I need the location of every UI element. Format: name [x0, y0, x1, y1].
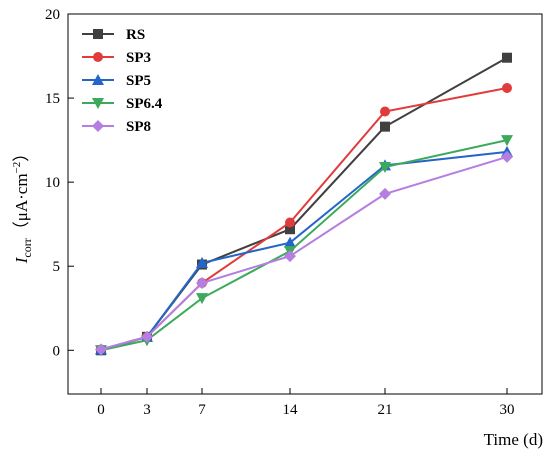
legend-swatch-marker — [92, 98, 104, 109]
x-tick-label: 14 — [283, 402, 299, 418]
legend-label: RS — [126, 27, 145, 43]
legend-label: SP3 — [126, 50, 151, 66]
y-tick-label: 0 — [53, 343, 61, 359]
legend-label: SP8 — [126, 119, 151, 135]
series-layer — [95, 52, 513, 357]
y-tick-label: 5 — [53, 259, 61, 275]
data-point-sp6-4 — [196, 293, 208, 305]
data-point-sp3 — [502, 82, 512, 93]
y-axis-title-sup: −2 — [11, 162, 23, 174]
legend-label: SP6.4 — [126, 96, 163, 112]
legend-item-sp5: SP5 — [82, 73, 151, 89]
legend: RS SP3 SP5 SP6.4 SP8 — [82, 27, 163, 135]
y-axis-title-unit: μA·cm — [12, 173, 31, 221]
y-tick-label: 15 — [45, 91, 60, 107]
y-tick-label: 10 — [45, 175, 60, 191]
series-line-sp8 — [100, 155, 508, 351]
data-point-rs — [380, 121, 390, 132]
data-point-sp8 — [284, 250, 296, 263]
plot-frame — [67, 13, 543, 395]
x-axis-title: Time (d) — [484, 430, 543, 449]
y-axis-title: Icorr（μA·cm−2） — [11, 145, 34, 265]
data-point-sp6-4 — [501, 135, 513, 147]
data-point-rs — [502, 52, 512, 63]
series-line-sp5 — [100, 150, 508, 351]
series-sp5 — [95, 145, 513, 355]
data-point-sp8 — [196, 277, 208, 290]
data-point-sp5 — [196, 256, 208, 268]
series-line-sp6-4 — [100, 139, 508, 352]
y-axis-ticks: 0 5 10 15 20 — [45, 7, 74, 359]
data-point-sp8 — [141, 330, 153, 343]
legend-swatch-marker — [93, 52, 103, 62]
series-sp8 — [95, 150, 513, 356]
x-tick-label: 30 — [500, 402, 515, 418]
series-sp3 — [96, 82, 512, 355]
x-tick-label: 0 — [97, 402, 105, 418]
data-point-sp8 — [95, 343, 107, 356]
x-tick-label: 21 — [378, 402, 393, 418]
x-tick-label: 3 — [143, 402, 151, 418]
y-axis-title-paren-open: （ — [12, 221, 31, 238]
data-point-sp5 — [284, 236, 296, 248]
y-axis-title-main: I — [12, 256, 31, 264]
legend-swatch-marker — [92, 74, 104, 85]
legend-label: SP5 — [126, 73, 151, 89]
legend-item-rs: RS — [82, 27, 145, 43]
x-axis-ticks: 0 3 7 14 21 30 — [97, 388, 515, 418]
y-tick-label: 20 — [45, 7, 60, 23]
legend-item-sp3: SP3 — [82, 50, 151, 66]
data-point-sp3 — [380, 106, 390, 117]
legend-swatch-marker — [93, 29, 103, 39]
data-point-sp8 — [379, 187, 391, 200]
data-point-sp3 — [285, 217, 295, 228]
data-point-sp8 — [501, 150, 513, 163]
data-point-rs — [285, 224, 295, 235]
legend-item-sp8: SP8 — [82, 119, 151, 135]
legend-swatch-marker — [92, 120, 104, 132]
y-axis-title-paren-close: ） — [12, 145, 31, 162]
data-point-sp6-4 — [379, 162, 391, 174]
legend-item-sp6-4: SP6.4 — [82, 96, 163, 112]
x-tick-label: 7 — [198, 402, 206, 418]
y-axis-title-sub: corr — [20, 238, 34, 257]
series-line-sp3 — [100, 87, 508, 351]
